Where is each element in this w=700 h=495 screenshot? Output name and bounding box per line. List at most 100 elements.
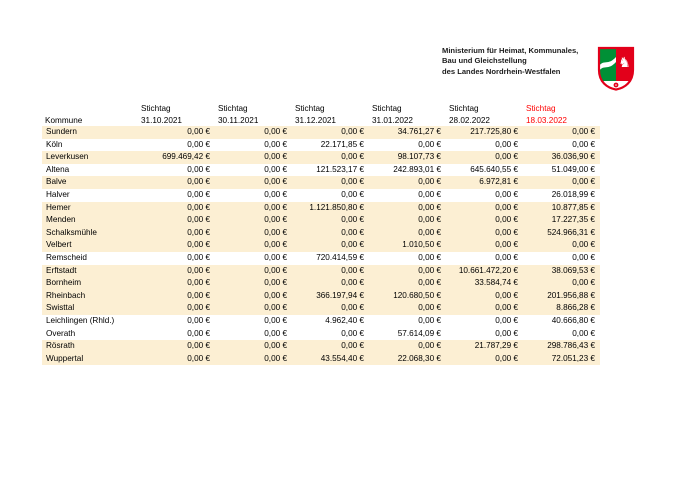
- kommune-cell: Swisttal: [46, 303, 75, 313]
- value-cell: 43.554,40 €: [320, 353, 364, 363]
- value-cell: 0,00 €: [264, 215, 287, 225]
- table-row: Swisttal 0,00 € 0,00 € 0,00 € 0,00 € 0,00 € 8.…: [42, 302, 600, 315]
- value-cell: 120.680,50 €: [393, 290, 441, 300]
- table-row: Wuppertal 0,00 € 0,00 € 43.554,40 € 22.068,3…: [42, 352, 600, 366]
- stichtag-table: Kommune Stichtag 31.10.2021 Stichtag 30.11.2…: [42, 98, 600, 366]
- value-cell: 0,00 €: [341, 303, 364, 313]
- table-row: Halver 0,00 € 0,00 € 0,00 € 0,00 € 0,00 € 26.0…: [42, 189, 600, 202]
- table-row: Altena 0,00 € 0,00 € 121.523,17 € 242.893,01…: [42, 164, 600, 177]
- value-cell: 0,00 €: [572, 240, 595, 250]
- stichtag-date: 31.01.2022: [372, 115, 413, 125]
- value-cell: 98.107,73 €: [397, 152, 441, 162]
- table-row: Erftstadt 0,00 € 0,00 € 0,00 € 0,00 € 10.661.…: [42, 264, 600, 278]
- value-cell: 34.761,27 €: [397, 127, 441, 136]
- value-cell: 22.068,30 €: [397, 353, 441, 363]
- table-row: Leichlingen (Rhld.) 0,00 € 0,00 € 4.962,40 …: [42, 315, 600, 328]
- value-cell: 0,00 €: [341, 152, 364, 162]
- value-cell: 0,00 €: [495, 290, 518, 300]
- value-cell: 0,00 €: [264, 177, 287, 187]
- column-header-stichtag-4: Stichtag 31.01.2022: [369, 103, 446, 126]
- kommune-cell: Rösrath: [46, 341, 75, 351]
- value-cell: 0,00 €: [264, 240, 287, 250]
- kommune-cell: Halver: [46, 189, 70, 199]
- table-row: Hemer 0,00 € 0,00 € 1.121.850,80 € 0,00 € 0,0…: [42, 201, 600, 215]
- value-cell: 0,00 €: [418, 139, 441, 149]
- value-cell: 0,00 €: [264, 127, 287, 136]
- value-cell: 298.786,43 €: [547, 341, 595, 351]
- value-cell: 524.966,31 €: [547, 227, 595, 237]
- value-cell: 0,00 €: [187, 240, 210, 250]
- value-cell: 0,00 €: [264, 139, 287, 149]
- value-cell: 0,00 €: [187, 315, 210, 325]
- value-cell: 366.197,94 €: [316, 290, 364, 300]
- ministry-name-line-3: des Landes Nordrhein-Westfalen: [442, 66, 561, 76]
- value-cell: 0,00 €: [341, 265, 364, 275]
- stichtag-label: Stichtag: [526, 104, 556, 113]
- column-header-stichtag-3: Stichtag 31.12.2021: [292, 103, 369, 126]
- column-header-kommune: Kommune: [45, 115, 83, 125]
- value-cell: 0,00 €: [187, 127, 210, 136]
- value-cell: 36.036,90 €: [551, 152, 595, 162]
- value-cell: 0,00 €: [264, 278, 287, 288]
- value-cell: 0,00 €: [341, 240, 364, 250]
- value-cell: 0,00 €: [418, 227, 441, 237]
- value-cell: 0,00 €: [495, 202, 518, 212]
- value-cell: 0,00 €: [495, 227, 518, 237]
- kommune-cell: Velbert: [46, 240, 72, 250]
- value-cell: 645.640,55 €: [470, 164, 518, 174]
- kommune-cell: Leverkusen: [46, 152, 89, 162]
- value-cell: 0,00 €: [418, 252, 441, 262]
- column-header-stichtag-6: Stichtag 18.03.2022: [523, 103, 600, 126]
- value-cell: 0,00 €: [264, 328, 287, 338]
- value-cell: 0,00 €: [187, 353, 210, 363]
- value-cell: 0,00 €: [187, 202, 210, 212]
- value-cell: 0,00 €: [572, 139, 595, 149]
- kommune-cell: Sundern: [46, 127, 77, 136]
- value-cell: 0,00 €: [341, 328, 364, 338]
- table-row: Rösrath 0,00 € 0,00 € 0,00 € 0,00 € 21.787,29…: [42, 340, 600, 353]
- value-cell: 0,00 €: [187, 252, 210, 262]
- value-cell: 0,00 €: [418, 278, 441, 288]
- stichtag-date: 30.11.2021: [218, 115, 259, 125]
- value-cell: 699.469,42 €: [162, 152, 210, 162]
- value-cell: 21.787,29 €: [474, 341, 518, 351]
- value-cell: 0,00 €: [495, 303, 518, 313]
- table-header-row: Kommune Stichtag 31.10.2021 Stichtag 30.11.2…: [42, 98, 600, 126]
- value-cell: 0,00 €: [495, 215, 518, 225]
- value-cell: 0,00 €: [418, 177, 441, 187]
- value-cell: 0,00 €: [264, 290, 287, 300]
- column-header-stichtag-1: Stichtag 31.10.2021: [138, 103, 215, 126]
- value-cell: 720.414,59 €: [316, 252, 364, 262]
- value-cell: 0,00 €: [495, 189, 518, 199]
- value-cell: 33.584,74 €: [474, 278, 518, 288]
- value-cell: 0,00 €: [495, 139, 518, 149]
- stichtag-label: Stichtag: [372, 104, 402, 113]
- value-cell: 0,00 €: [187, 265, 210, 275]
- column-header-stichtag-5: Stichtag 28.02.2022: [446, 103, 523, 126]
- kommune-cell: Balve: [46, 177, 67, 187]
- value-cell: 22.171,85 €: [320, 139, 364, 149]
- value-cell: 8.866,28 €: [556, 303, 595, 313]
- value-cell: 17.227,35 €: [551, 215, 595, 225]
- kommune-cell: Remscheid: [46, 252, 87, 262]
- value-cell: 0,00 €: [341, 278, 364, 288]
- table-row: Sundern 0,00 € 0,00 € 0,00 € 34.761,27 € 217.…: [42, 126, 600, 139]
- kommune-cell: Altena: [46, 164, 70, 174]
- value-cell: 0,00 €: [418, 265, 441, 275]
- stichtag-date: 28.02.2022: [449, 115, 490, 125]
- value-cell: 6.972,81 €: [479, 177, 518, 187]
- value-cell: 0,00 €: [418, 189, 441, 199]
- column-header-stichtag-2: Stichtag 30.11.2021: [215, 103, 292, 126]
- value-cell: 72.051,23 €: [551, 353, 595, 363]
- value-cell: 0,00 €: [495, 315, 518, 325]
- table-row: Remscheid 0,00 € 0,00 € 720.414,59 € 0,00 € 0…: [42, 252, 600, 265]
- table-row: Rheinbach 0,00 € 0,00 € 366.197,94 € 120.680…: [42, 289, 600, 303]
- table-row: Leverkusen 699.469,42 € 0,00 € 0,00 € 98.107…: [42, 151, 600, 164]
- value-cell: 0,00 €: [495, 353, 518, 363]
- value-cell: 0,00 €: [264, 353, 287, 363]
- value-cell: 0,00 €: [341, 215, 364, 225]
- value-cell: 1.010,50 €: [402, 240, 441, 250]
- kommune-cell: Köln: [46, 139, 63, 149]
- value-cell: 10.877,85 €: [551, 202, 595, 212]
- value-cell: 0,00 €: [341, 341, 364, 351]
